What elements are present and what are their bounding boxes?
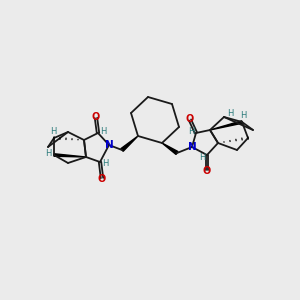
Polygon shape xyxy=(54,154,86,157)
Text: H: H xyxy=(45,149,51,158)
Polygon shape xyxy=(162,143,178,154)
Text: N: N xyxy=(105,140,113,150)
Text: H: H xyxy=(227,109,233,118)
Text: H: H xyxy=(100,128,106,136)
Text: H: H xyxy=(50,128,56,136)
Text: H: H xyxy=(199,152,205,161)
Polygon shape xyxy=(210,121,242,130)
Polygon shape xyxy=(121,136,138,151)
Text: N: N xyxy=(188,142,196,152)
Text: O: O xyxy=(186,114,194,124)
Text: O: O xyxy=(203,166,211,176)
Text: H: H xyxy=(240,112,246,121)
Text: O: O xyxy=(92,112,100,122)
Text: O: O xyxy=(98,174,106,184)
Text: H: H xyxy=(102,158,108,167)
Text: H: H xyxy=(188,127,194,136)
